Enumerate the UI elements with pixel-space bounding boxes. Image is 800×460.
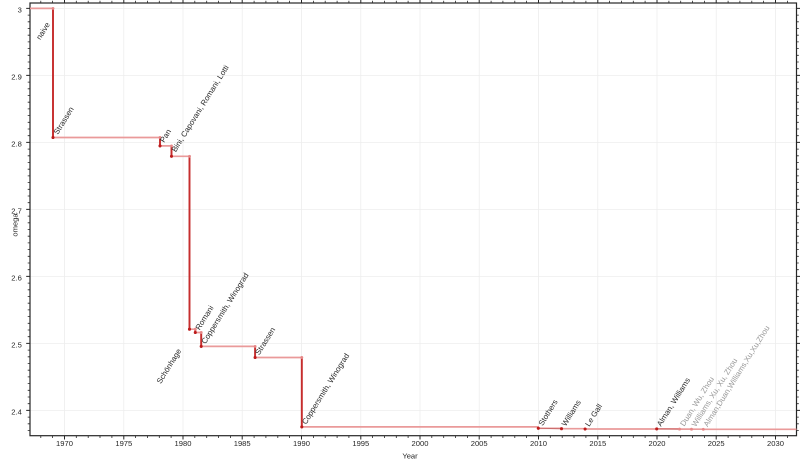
- svg-text:1985: 1985: [234, 439, 251, 448]
- svg-text:2005: 2005: [471, 439, 488, 448]
- svg-text:3: 3: [18, 5, 22, 14]
- svg-text:1980: 1980: [175, 439, 192, 448]
- svg-text:2.5: 2.5: [11, 340, 22, 349]
- svg-text:2.8: 2.8: [11, 139, 22, 148]
- svg-text:omega: omega: [11, 213, 20, 237]
- svg-text:2030: 2030: [767, 439, 784, 448]
- svg-text:2020: 2020: [649, 439, 666, 448]
- svg-text:1990: 1990: [293, 439, 310, 448]
- svg-text:1975: 1975: [115, 439, 132, 448]
- svg-text:2.7: 2.7: [11, 206, 22, 215]
- svg-text:2.4: 2.4: [11, 407, 22, 416]
- svg-text:1995: 1995: [352, 439, 369, 448]
- svg-text:2.9: 2.9: [11, 72, 22, 81]
- svg-text:2025: 2025: [708, 439, 725, 448]
- svg-text:2000: 2000: [412, 439, 429, 448]
- svg-text:1970: 1970: [56, 439, 73, 448]
- svg-text:2015: 2015: [589, 439, 606, 448]
- svg-text:2010: 2010: [530, 439, 547, 448]
- svg-text:2.6: 2.6: [11, 273, 22, 282]
- svg-text:Year: Year: [402, 452, 418, 460]
